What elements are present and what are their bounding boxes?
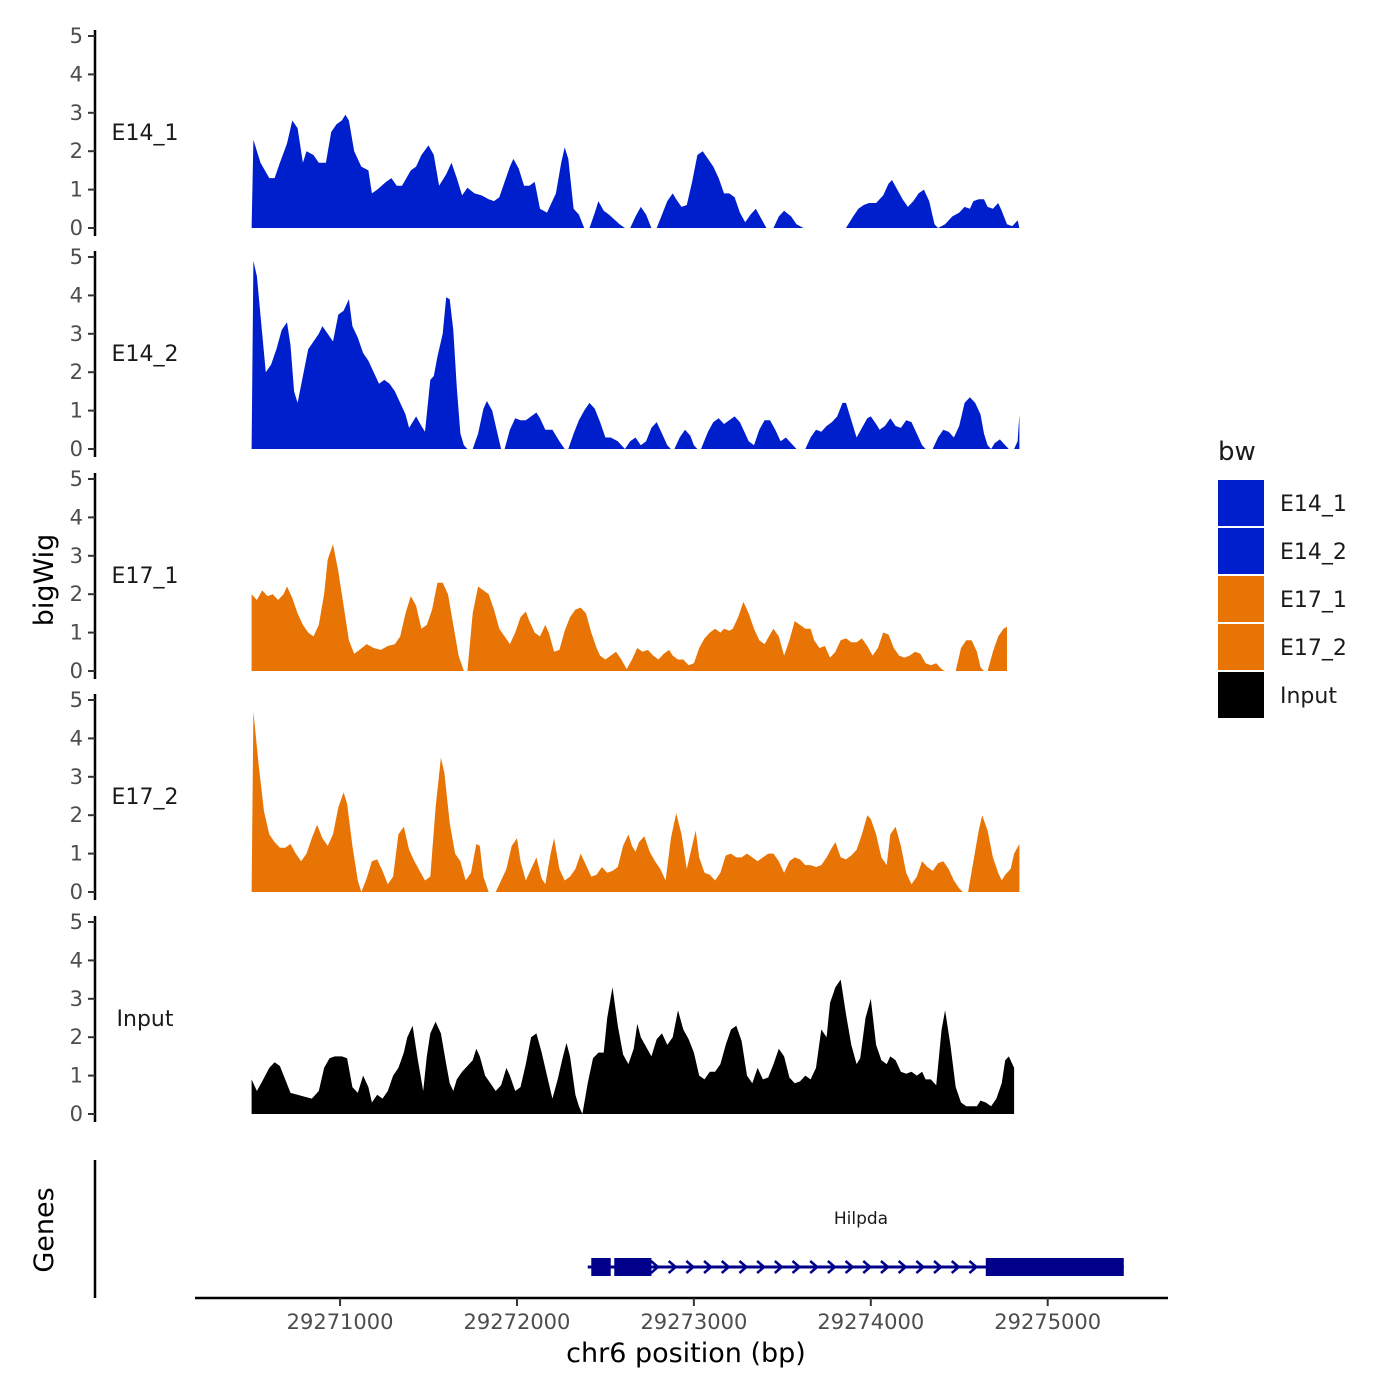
coverage-area-E17_2 — [251, 711, 1020, 892]
y-tick-label: 3 — [70, 101, 83, 125]
strand-arrow — [950, 1260, 961, 1274]
strand-arrow — [915, 1260, 926, 1274]
track-label-Input: Input — [117, 1007, 174, 1032]
y-tick-label: 0 — [70, 659, 83, 683]
x-axis: 29271000 29272000 29273000 29274000 29275000 — [195, 1296, 1168, 1334]
gene-track: Hilpda — [93, 1160, 1124, 1298]
y-tick-label: 4 — [70, 62, 83, 86]
gene-exon — [614, 1258, 652, 1276]
y-axis-title: bigWig — [29, 534, 60, 627]
y-tick-label: 5 — [70, 245, 83, 269]
strand-arrow — [968, 1260, 979, 1274]
track-label-E14_1: E14_1 — [112, 121, 179, 146]
y-tick-label: 0 — [70, 880, 83, 904]
y-tick-label: 2 — [70, 1025, 83, 1049]
strand-arrow — [933, 1260, 943, 1274]
y-tick-label: 4 — [70, 726, 83, 750]
legend-label-E14_2: E14_2 — [1280, 540, 1347, 565]
y-tick-label: 4 — [70, 948, 83, 972]
track-E14_2: 0 1 2 3 4 5 E14_2 — [70, 245, 1020, 461]
track-label-E14_2: E14_2 — [112, 342, 179, 367]
legend-title: bw — [1218, 437, 1256, 467]
legend: bw E14_1 E14_2 E17_1 E17_2 Input — [1218, 437, 1347, 718]
legend-label-Input: Input — [1280, 684, 1337, 709]
strand-arrow — [773, 1260, 784, 1274]
y-tick-label: 4 — [70, 283, 83, 307]
legend-label-E17_1: E17_1 — [1280, 588, 1347, 613]
gene-exon — [591, 1258, 611, 1276]
y-tick-label: 2 — [70, 582, 83, 606]
y-tick-label: 2 — [70, 803, 83, 827]
y-tick-label: 5 — [70, 688, 83, 712]
x-tick-label: 29274000 — [817, 1310, 924, 1334]
y-tick-label: 1 — [70, 842, 83, 866]
strand-arrow — [738, 1260, 749, 1274]
coverage-area-Input — [251, 979, 1015, 1114]
track-label-E17_2: E17_2 — [112, 785, 179, 810]
y-tick-label: 3 — [70, 322, 83, 346]
y-tick-label: 1 — [70, 1064, 83, 1088]
gene-exon — [985, 1258, 1124, 1276]
legend-key-E14_1 — [1218, 480, 1264, 526]
strand-arrow — [720, 1260, 731, 1274]
track-E17_1: 0 1 2 3 4 5 E17_1 — [70, 467, 1008, 683]
y-tick-label: 4 — [70, 505, 83, 529]
y-tick-label: 5 — [70, 910, 83, 934]
strand-arrow — [880, 1260, 890, 1274]
y-tick-label: 1 — [70, 399, 83, 423]
strand-arrow — [827, 1260, 837, 1274]
track-E14_1: 0 1 2 3 4 5 E14_1 — [70, 24, 1020, 240]
y-tick-label: 5 — [70, 467, 83, 491]
strand-arrow — [791, 1260, 802, 1274]
track-E17_2: 0 1 2 3 4 5 E17_2 — [70, 688, 1020, 904]
coverage-area-E14_1 — [251, 114, 1020, 228]
strand-arrow — [862, 1260, 873, 1274]
y-tick-label: 1 — [70, 178, 83, 202]
x-tick-label: 29273000 — [640, 1310, 747, 1334]
x-tick-label: 29275000 — [994, 1310, 1101, 1334]
strand-arrow — [650, 1260, 660, 1274]
y-tick-label: 2 — [70, 139, 83, 163]
strand-arrow — [809, 1260, 820, 1274]
coverage-area-E17_1 — [251, 544, 1008, 671]
y-tick-label: 1 — [70, 621, 83, 645]
x-tick-label: 29271000 — [287, 1310, 394, 1334]
legend-key-E14_2 — [1218, 528, 1264, 574]
y-tick-label: 5 — [70, 24, 83, 48]
coverage-area-E14_2 — [251, 260, 1020, 449]
gene-track-title: Genes — [29, 1187, 60, 1272]
strand-arrow — [756, 1260, 767, 1274]
gene-label: Hilpda — [834, 1209, 888, 1229]
x-axis-title: chr6 position (bp) — [566, 1338, 806, 1369]
legend-label-E17_2: E17_2 — [1280, 636, 1347, 661]
strand-arrow — [703, 1260, 713, 1274]
strand-arrow — [844, 1260, 855, 1274]
x-tick-label: 29272000 — [464, 1310, 571, 1334]
legend-key-E17_1 — [1218, 576, 1264, 622]
legend-key-E17_2 — [1218, 624, 1264, 670]
strand-arrow — [685, 1260, 696, 1274]
legend-label-E14_1: E14_1 — [1280, 492, 1347, 517]
y-tick-label: 3 — [70, 544, 83, 568]
strand-arrow — [897, 1260, 908, 1274]
legend-key-Input — [1218, 672, 1264, 718]
y-tick-label: 3 — [70, 987, 83, 1011]
track-Input: 0 1 2 3 4 5 Input — [70, 910, 1015, 1126]
y-tick-label: 0 — [70, 216, 83, 240]
y-tick-label: 3 — [70, 765, 83, 789]
coverage-tracks: 0 1 2 3 4 5 E14_1 0 1 2 3 4 5 E14_2 0 1 2 3 4 5 E17_1 0 1 2 3 4 5 E… — [70, 24, 1020, 1126]
y-tick-label: 2 — [70, 360, 83, 384]
track-label-E17_1: E17_1 — [112, 564, 179, 589]
y-tick-label: 0 — [70, 1102, 83, 1126]
y-tick-label: 0 — [70, 437, 83, 461]
strand-arrow — [667, 1260, 678, 1274]
